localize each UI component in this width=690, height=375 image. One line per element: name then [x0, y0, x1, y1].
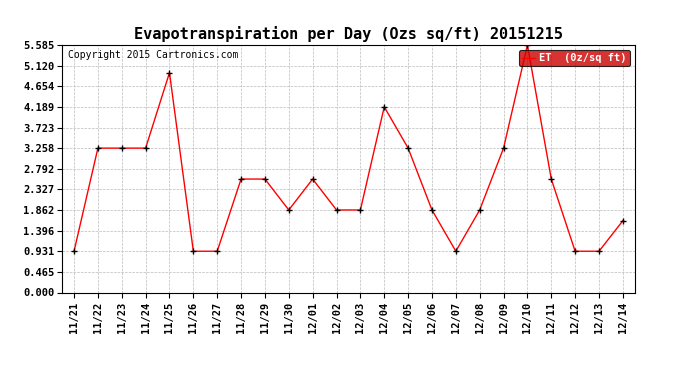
Title: Evapotranspiration per Day (Ozs sq/ft) 20151215: Evapotranspiration per Day (Ozs sq/ft) 2… — [134, 27, 563, 42]
Text: Copyright 2015 Cartronics.com: Copyright 2015 Cartronics.com — [68, 50, 238, 60]
Legend: ET  (0z/sq ft): ET (0z/sq ft) — [519, 50, 629, 66]
